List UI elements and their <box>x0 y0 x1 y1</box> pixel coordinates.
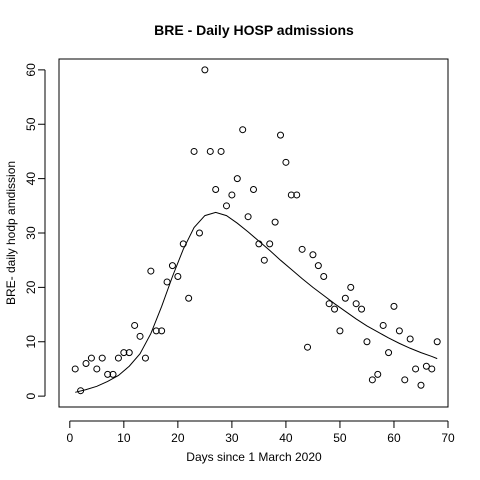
data-point <box>304 343 312 351</box>
x-axis-label: Days since 1 March 2020 <box>186 450 322 464</box>
data-point <box>331 305 339 313</box>
data-point <box>341 294 349 302</box>
data-point <box>314 262 322 270</box>
data-point <box>71 365 79 373</box>
x-tick-label: 50 <box>333 431 347 445</box>
data-point <box>428 365 436 373</box>
data-point <box>104 370 112 378</box>
data-point <box>168 262 176 270</box>
data-point <box>347 283 355 291</box>
data-point <box>271 218 279 226</box>
y-tick-label: 20 <box>24 280 38 294</box>
y-tick-label: 30 <box>24 226 38 240</box>
x-tick-label: 0 <box>66 431 73 445</box>
data-point <box>147 267 155 275</box>
y-axis-label: BRE- daily hodp amdission <box>4 161 18 305</box>
x-tick-label: 70 <box>441 431 455 445</box>
y-axis: 0 10 20 30 40 50 60 <box>24 63 46 399</box>
data-point <box>277 131 285 139</box>
data-point <box>82 360 90 367</box>
data-point <box>325 300 333 308</box>
data-point <box>120 349 128 357</box>
chart-title: BRE - Daily HOSP admissions <box>154 22 354 38</box>
data-point <box>190 147 198 155</box>
data-point <box>158 327 166 335</box>
data-point <box>374 370 382 378</box>
data-point <box>320 273 328 280</box>
data-point <box>363 338 371 346</box>
data-point <box>379 321 387 329</box>
x-tick-label: 10 <box>117 431 131 445</box>
y-tick-label: 60 <box>24 63 38 77</box>
fitted-curve-line <box>75 211 438 393</box>
data-point <box>244 213 252 221</box>
data-point <box>239 126 247 134</box>
data-point <box>406 335 414 343</box>
data-point <box>87 354 95 362</box>
data-point <box>352 300 360 308</box>
data-point <box>266 240 274 248</box>
y-tick-label: 50 <box>24 117 38 131</box>
data-point <box>185 294 193 302</box>
data-point <box>385 349 393 357</box>
data-point <box>293 191 301 199</box>
data-point <box>217 147 225 155</box>
data-point <box>422 362 430 370</box>
y-tick-label: 0 <box>24 392 38 399</box>
data-point <box>206 147 214 155</box>
data-point <box>93 365 101 373</box>
data-point <box>250 186 257 193</box>
data-points <box>71 66 441 395</box>
y-tick-label: 40 <box>24 172 38 186</box>
data-point <box>152 327 160 335</box>
data-point <box>358 305 366 313</box>
data-point <box>395 327 403 335</box>
data-point <box>114 354 122 362</box>
data-point <box>412 365 420 373</box>
x-tick-label: 60 <box>387 431 401 445</box>
plot-frame <box>58 58 449 408</box>
x-axis: 0 10 20 30 40 50 60 70 <box>66 420 455 445</box>
data-point <box>228 191 236 199</box>
data-point <box>212 186 220 193</box>
data-point <box>109 370 117 378</box>
data-point <box>390 302 398 310</box>
data-point <box>163 278 171 286</box>
data-point <box>98 354 106 362</box>
data-point <box>298 245 306 253</box>
data-point <box>282 158 290 166</box>
data-point <box>233 175 241 183</box>
y-tick-label: 10 <box>24 335 38 349</box>
data-point <box>309 251 317 259</box>
data-point <box>222 202 230 210</box>
data-point <box>195 229 203 237</box>
data-point <box>201 66 209 74</box>
data-point <box>141 354 149 362</box>
x-tick-label: 40 <box>279 431 293 445</box>
data-point <box>336 327 344 335</box>
data-point <box>179 240 187 248</box>
data-point <box>368 376 376 384</box>
data-point <box>174 273 182 280</box>
data-point <box>433 338 441 346</box>
data-point <box>260 256 268 264</box>
data-point <box>417 381 425 389</box>
data-point <box>401 376 409 384</box>
data-point <box>255 240 263 248</box>
data-point <box>125 349 133 357</box>
x-tick-label: 30 <box>225 431 239 445</box>
x-tick-label: 20 <box>171 431 185 445</box>
data-point <box>77 387 85 395</box>
data-point <box>136 332 144 340</box>
data-point <box>131 321 139 329</box>
data-point <box>287 191 295 199</box>
